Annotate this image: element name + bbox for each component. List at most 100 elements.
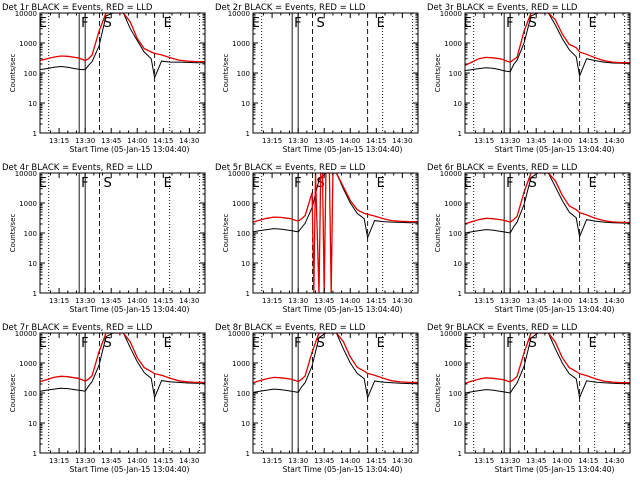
x-tick-label: 13:45 xyxy=(526,297,546,305)
x-tick-label: 13:15 xyxy=(49,297,69,305)
marker-label-f: F xyxy=(81,16,88,31)
y-tick-label: 100 xyxy=(24,390,37,398)
x-tick-label: 13:15 xyxy=(262,137,282,145)
series-events xyxy=(253,333,418,400)
marker-label-f: F xyxy=(294,176,301,191)
x-tick-label: 13:30 xyxy=(75,137,95,145)
marker-label-f: F xyxy=(294,336,301,351)
panel-det-4: Det 4r BLACK = Events, RED = LLD E F S E 1 10 1… xyxy=(2,163,206,314)
x-tick-label: 14:00 xyxy=(340,457,360,465)
y-tick-label: 10 xyxy=(241,260,250,268)
x-tick-label: 13:30 xyxy=(288,297,308,305)
x-tick-label: 14:30 xyxy=(604,137,624,145)
panel-det-7: Det 7r BLACK = Events, RED = LLD E F S E 1 10 1… xyxy=(2,323,206,474)
y-tick-label: 100 xyxy=(449,230,462,238)
x-tick-label: 14:00 xyxy=(552,297,572,305)
panel-title: Det 6r BLACK = Events, RED = LLD xyxy=(427,163,578,173)
y-tick-label: 1000 xyxy=(444,360,462,368)
x-axis-label: Start Time (05-Jan-15 13:04:40) xyxy=(495,305,615,314)
panel-det-9: Det 9r BLACK = Events, RED = LLD E F S E 1 10 1… xyxy=(427,323,631,474)
marker-label-f: F xyxy=(81,176,88,191)
x-tick-label: 13:45 xyxy=(101,297,121,305)
marker-label-f: F xyxy=(506,16,513,31)
series-lld xyxy=(465,333,630,384)
x-tick-label: 14:30 xyxy=(179,457,199,465)
x-tick-label: 14:00 xyxy=(552,137,572,145)
y-tick-label: 10 xyxy=(28,100,37,108)
y-tick-label: 1 xyxy=(33,290,37,298)
y-tick-label: 1000 xyxy=(19,40,37,48)
y-tick-label: 100 xyxy=(237,70,250,78)
y-tick-label: 1000 xyxy=(232,40,250,48)
x-axis-label: Start Time (05-Jan-15 13:04:40) xyxy=(70,145,190,154)
series-events xyxy=(465,333,630,400)
marker-label-e: E xyxy=(589,176,597,191)
y-tick-label: 1000 xyxy=(232,360,250,368)
panel-title: Det 2r BLACK = Events, RED = LLD xyxy=(215,3,366,13)
panel-det-2: Det 2r BLACK = Events, RED = LLD E F S E 1 10 1… xyxy=(215,3,419,154)
x-axis-label: Start Time (05-Jan-15 13:04:40) xyxy=(70,465,190,474)
y-tick-label: 1 xyxy=(246,450,250,458)
series-events xyxy=(465,13,630,78)
y-axis-label: Counts/sec xyxy=(434,374,442,413)
x-tick-label: 14:15 xyxy=(153,137,173,145)
series-lld xyxy=(465,13,630,66)
x-tick-label: 14:15 xyxy=(366,297,386,305)
y-tick-label: 10000 xyxy=(228,330,250,338)
x-tick-label: 14:00 xyxy=(127,137,147,145)
y-tick-label: 1 xyxy=(246,130,250,138)
marker-label-s: S xyxy=(104,176,112,191)
x-tick-label: 13:45 xyxy=(526,457,546,465)
marker-label-e: E xyxy=(589,16,597,31)
marker-label-e: E xyxy=(377,336,385,351)
x-tick-label: 13:15 xyxy=(49,137,69,145)
x-tick-label: 14:30 xyxy=(604,297,624,305)
y-tick-label: 10 xyxy=(241,420,250,428)
marker-label-e: E xyxy=(164,336,172,351)
y-tick-label: 10000 xyxy=(15,170,37,178)
marker-label-e: E xyxy=(464,16,472,31)
x-tick-label: 14:00 xyxy=(552,457,572,465)
y-axis-label: Counts/sec xyxy=(222,54,230,93)
x-tick-label: 14:30 xyxy=(392,297,412,305)
x-tick-label: 13:15 xyxy=(49,457,69,465)
y-tick-label: 1 xyxy=(458,130,462,138)
marker-label-s: S xyxy=(529,16,537,31)
y-tick-label: 10 xyxy=(241,100,250,108)
x-tick-label: 14:00 xyxy=(127,297,147,305)
y-tick-label: 10 xyxy=(453,420,462,428)
x-tick-label: 13:30 xyxy=(288,137,308,145)
y-tick-label: 100 xyxy=(24,70,37,78)
y-tick-label: 10000 xyxy=(440,330,462,338)
x-tick-label: 13:15 xyxy=(474,297,494,305)
y-tick-label: 10000 xyxy=(440,10,462,18)
panel-title: Det 9r BLACK = Events, RED = LLD xyxy=(427,323,578,333)
y-axis-label: Counts/sec xyxy=(434,54,442,93)
series-lld xyxy=(253,333,418,384)
panel-title: Det 1r BLACK = Events, RED = LLD xyxy=(2,3,153,13)
panel-title: Det 5r BLACK = Events, RED = LLD xyxy=(215,163,366,173)
panel-title: Det 8r BLACK = Events, RED = LLD xyxy=(215,323,366,333)
marker-label-s: S xyxy=(104,336,112,351)
x-tick-label: 13:15 xyxy=(262,297,282,305)
y-tick-label: 1 xyxy=(33,130,37,138)
marker-label-s: S xyxy=(529,176,537,191)
marker-label-s: S xyxy=(317,336,325,351)
marker-label-s: S xyxy=(104,16,112,31)
y-axis-label: Counts/sec xyxy=(9,54,17,93)
series-events xyxy=(40,333,205,400)
series-lld xyxy=(253,173,418,293)
y-tick-label: 1000 xyxy=(19,200,37,208)
marker-label-f: F xyxy=(294,16,301,31)
y-tick-label: 10000 xyxy=(440,170,462,178)
marker-label-e: E xyxy=(252,176,260,191)
marker-label-f: F xyxy=(506,336,513,351)
panel-title: Det 3r BLACK = Events, RED = LLD xyxy=(427,3,578,13)
x-tick-label: 14:15 xyxy=(153,297,173,305)
panel-title: Det 7r BLACK = Events, RED = LLD xyxy=(2,323,153,333)
y-tick-label: 10 xyxy=(28,260,37,268)
y-tick-label: 100 xyxy=(237,230,250,238)
panel-det-1: Det 1r BLACK = Events, RED = LLD E F S E 1 10 1… xyxy=(2,3,206,154)
series-lld xyxy=(40,13,205,63)
